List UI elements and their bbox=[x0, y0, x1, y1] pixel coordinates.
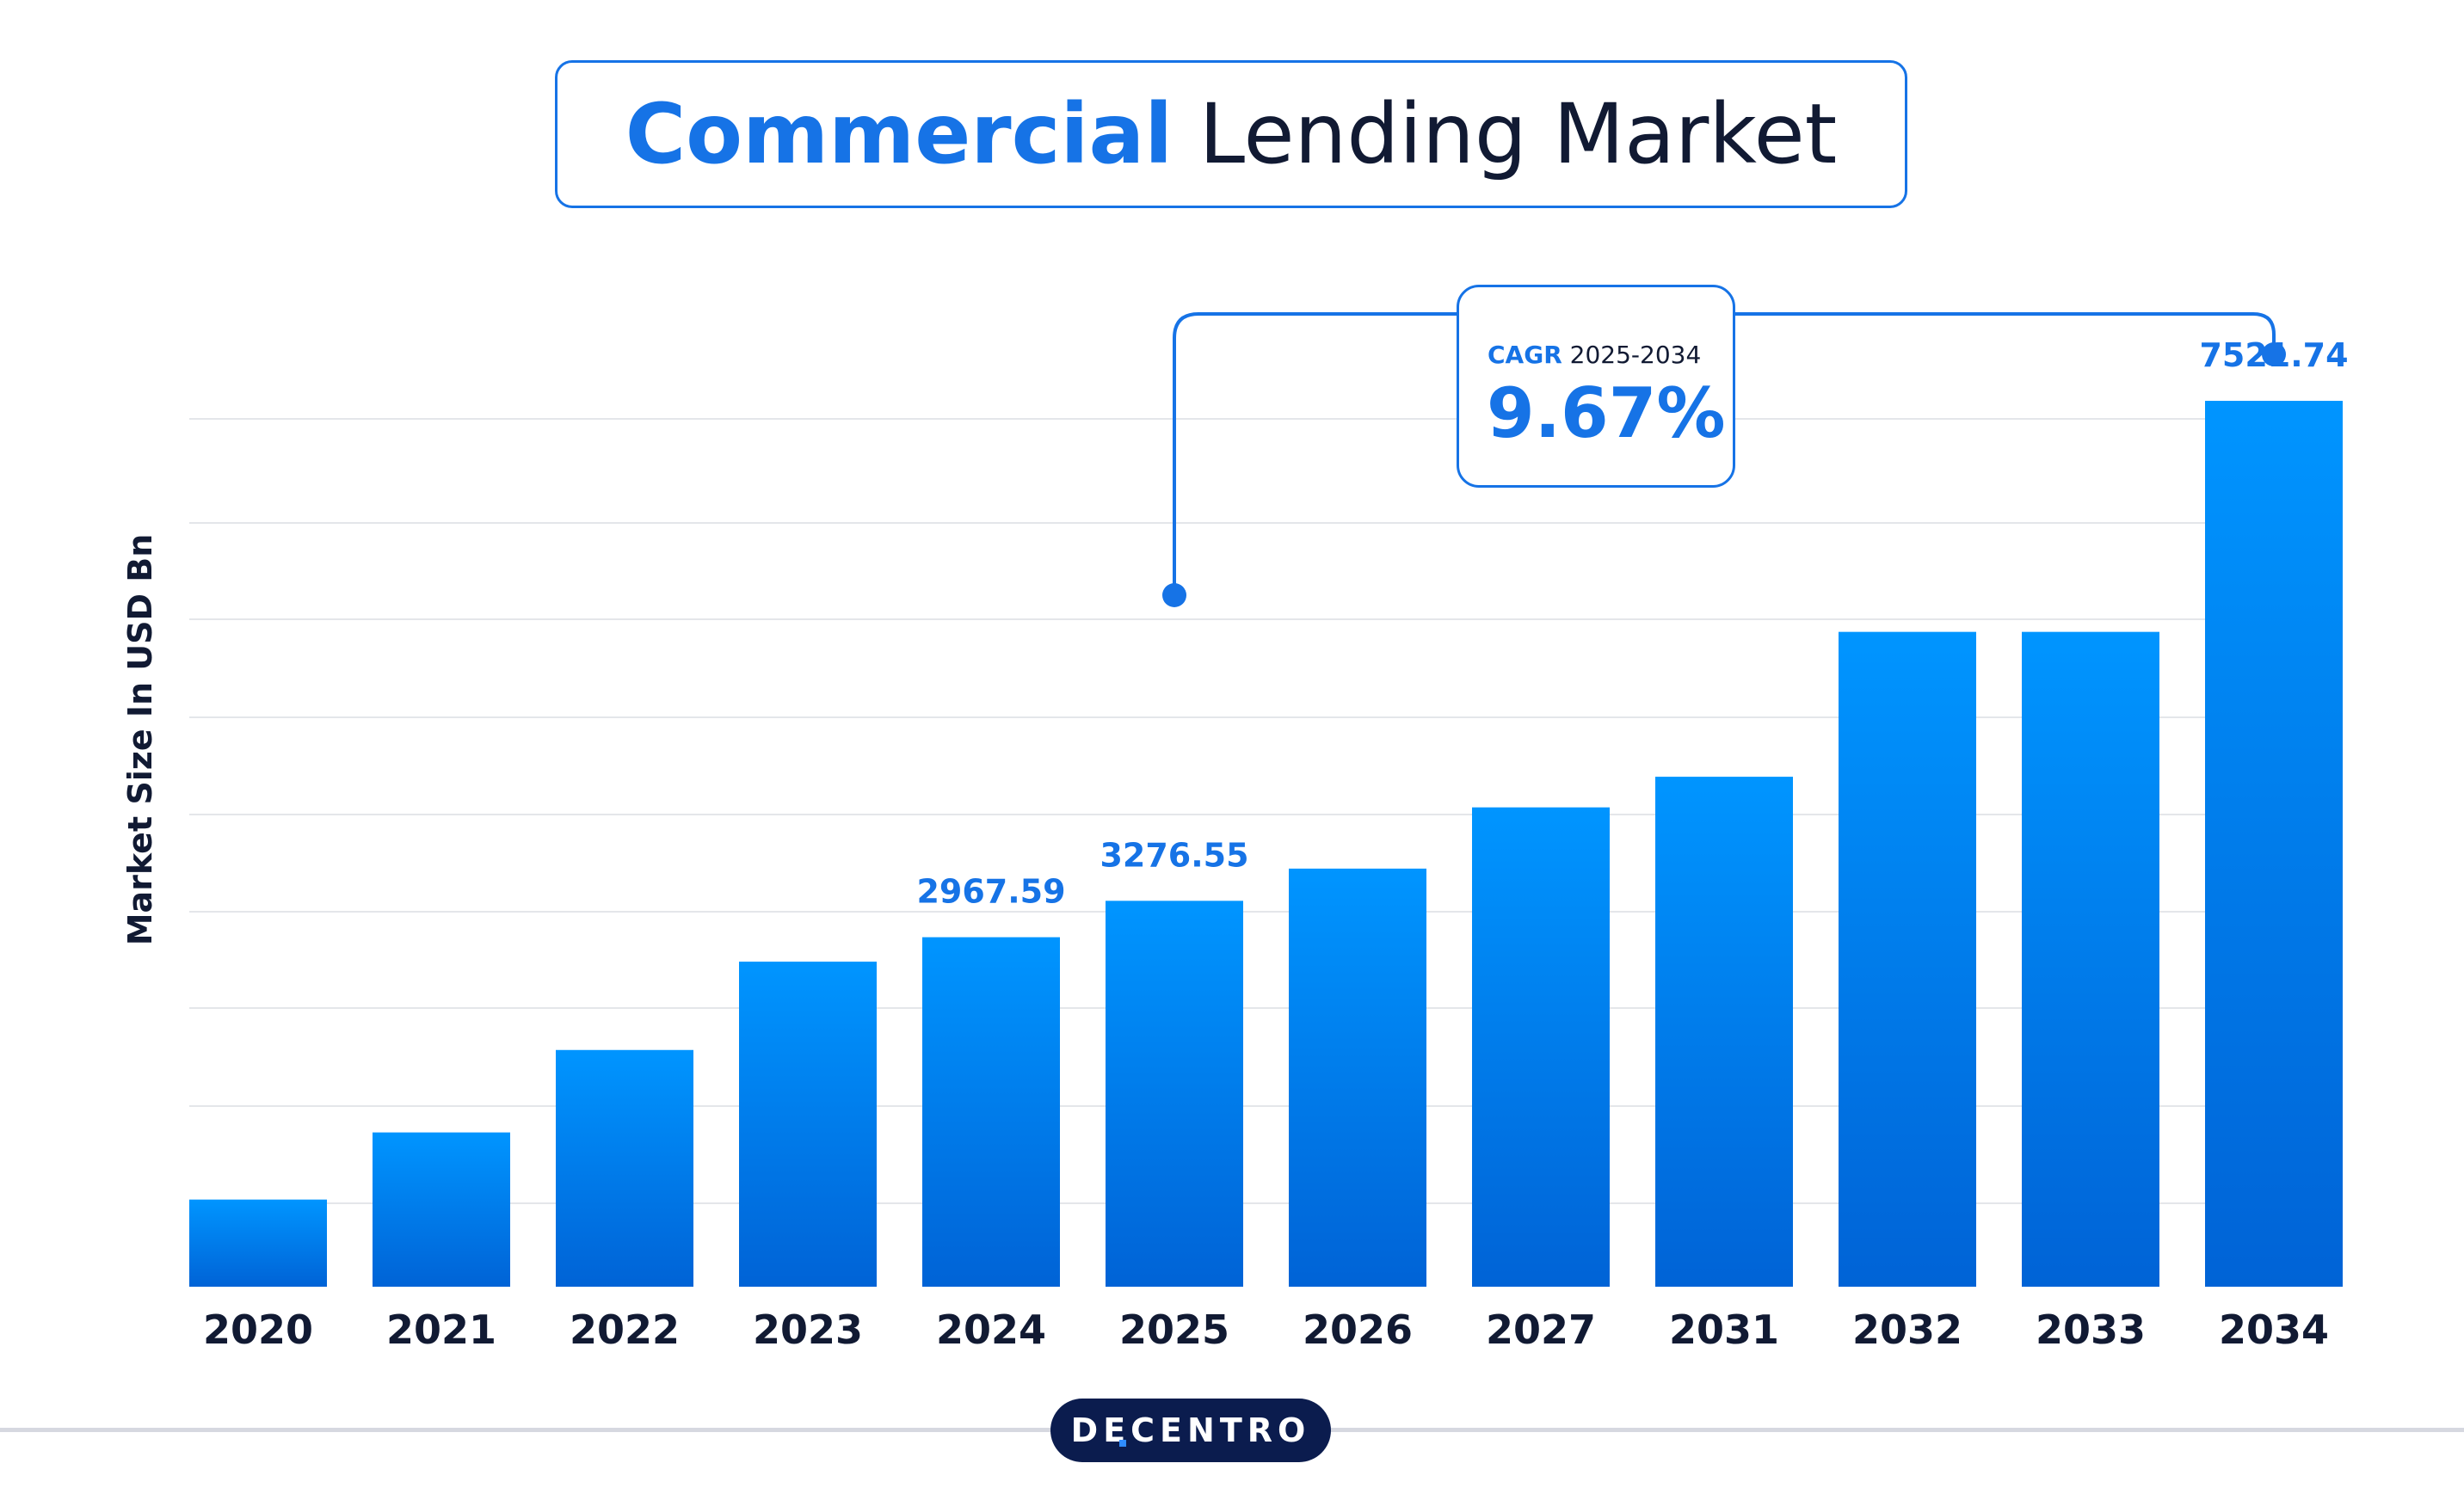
x-tick-label: 2022 bbox=[570, 1306, 680, 1353]
brand-dot-icon bbox=[1119, 1440, 1126, 1447]
x-tick-label: 2026 bbox=[1303, 1306, 1413, 1353]
data-label: 3276.55 bbox=[1100, 836, 1248, 874]
cagr-callout: CAGR 2025-2034 9.67% bbox=[1457, 285, 1735, 488]
data-label: 2967.59 bbox=[916, 873, 1065, 911]
connector-dot-start bbox=[1162, 583, 1186, 607]
x-tick-label: 2025 bbox=[1119, 1306, 1229, 1353]
bar-2021 bbox=[373, 1132, 510, 1287]
bar-2033 bbox=[2022, 631, 2159, 1287]
y-axis-label: Market Size In USD Bn bbox=[121, 534, 159, 946]
x-tick-label: 2031 bbox=[1669, 1306, 1779, 1353]
connector-dot-end bbox=[2262, 342, 2286, 366]
title-rest: Lending Market bbox=[1198, 86, 1838, 182]
bar-2034 bbox=[2205, 401, 2343, 1287]
title-accent: Commercial bbox=[625, 86, 1173, 182]
x-tick-label: 2020 bbox=[203, 1306, 313, 1353]
cagr-label-strong: CAGR bbox=[1488, 341, 1562, 369]
x-tick-label: 2034 bbox=[2219, 1306, 2329, 1353]
x-tick-label: 2023 bbox=[753, 1306, 863, 1353]
brand-logo: DECENTRO bbox=[1050, 1399, 1331, 1462]
bar-2026 bbox=[1289, 868, 1426, 1287]
bar-2024 bbox=[922, 937, 1060, 1287]
cagr-label: CAGR 2025-2034 bbox=[1488, 341, 1701, 369]
x-tick-label: 2027 bbox=[1486, 1306, 1596, 1353]
bar-2032 bbox=[1839, 631, 1976, 1287]
bar-2022 bbox=[556, 1049, 693, 1287]
x-tick-label: 2032 bbox=[1852, 1306, 1962, 1353]
chart-title: Commercial Lending Market bbox=[555, 60, 1907, 208]
cagr-period: 2025-2034 bbox=[1569, 341, 1702, 369]
x-tick-label: 2021 bbox=[386, 1306, 496, 1353]
bar-2025 bbox=[1106, 901, 1243, 1287]
x-tick-label: 2024 bbox=[936, 1306, 1046, 1353]
bar-2027 bbox=[1472, 807, 1610, 1287]
bar-2031 bbox=[1655, 777, 1793, 1287]
x-tick-label: 2033 bbox=[2036, 1306, 2146, 1353]
bar-2020 bbox=[189, 1199, 327, 1287]
bar-2023 bbox=[739, 962, 877, 1287]
brand-name: DECENTRO bbox=[1070, 1411, 1311, 1449]
cagr-value: 9.67% bbox=[1487, 373, 1726, 453]
